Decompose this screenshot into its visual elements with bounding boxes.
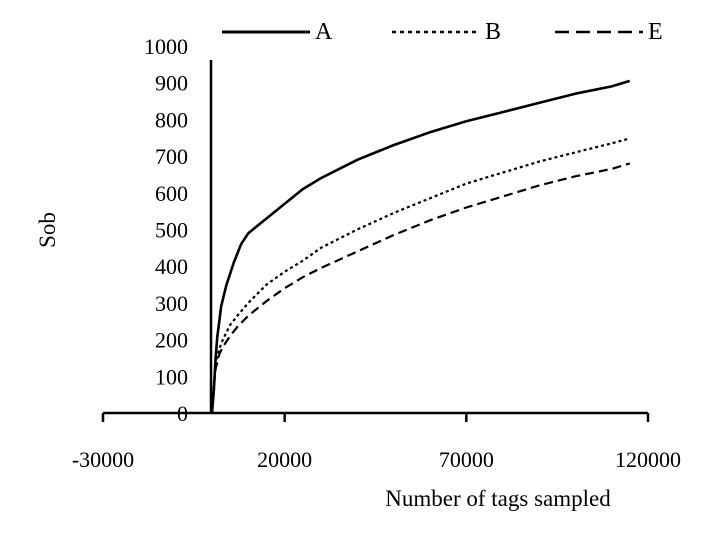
- y-tick-label: 0: [177, 401, 188, 426]
- x-ticks: -30000 20000 70000 120000: [72, 413, 681, 472]
- y-ticks: 0 100 200 300 400 500 600 700 800 900 1000: [144, 34, 188, 426]
- legend: A B E: [222, 19, 663, 45]
- series-layer: [210, 79, 631, 414]
- x-tick-label: 120000: [615, 447, 681, 472]
- y-tick-label: 400: [155, 254, 188, 279]
- legend-label-a: A: [315, 19, 333, 45]
- y-tick-label: 100: [155, 364, 188, 389]
- x-tick-label: -30000: [72, 447, 134, 472]
- x-tick-label: 20000: [257, 447, 312, 472]
- series-line-e: [210, 162, 631, 414]
- x-tick-label: 70000: [439, 447, 494, 472]
- y-tick-label: 800: [155, 107, 188, 132]
- y-tick-label: 300: [155, 291, 188, 316]
- y-axis-label: Sob: [35, 212, 60, 248]
- legend-label-b: B: [485, 19, 501, 45]
- y-tick-label: 1000: [144, 34, 188, 59]
- y-tick-label: 500: [155, 218, 188, 243]
- x-axis-label: Number of tags sampled: [385, 486, 611, 511]
- y-tick-label: 900: [155, 71, 188, 96]
- series-line-a: [210, 79, 631, 414]
- legend-label-e: E: [648, 19, 663, 45]
- series-line-b: [210, 137, 631, 414]
- y-tick-label: 200: [155, 328, 188, 353]
- y-tick-label: 700: [155, 144, 188, 169]
- y-tick-label: 600: [155, 181, 188, 206]
